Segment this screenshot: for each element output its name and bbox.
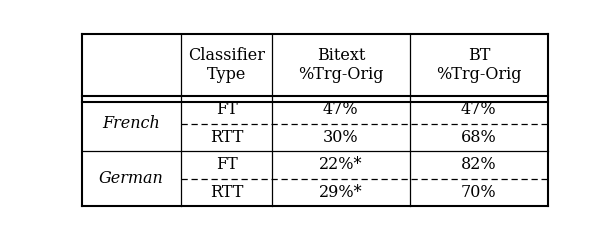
Text: 82%: 82%: [461, 156, 497, 174]
Text: 47%: 47%: [323, 101, 359, 118]
Text: 22%*: 22%*: [319, 156, 363, 174]
Text: 70%: 70%: [461, 184, 497, 201]
Text: French: French: [103, 115, 160, 132]
Text: RTT: RTT: [210, 129, 243, 146]
Text: Bitext
%Trg-Orig: Bitext %Trg-Orig: [298, 47, 384, 83]
Text: 29%*: 29%*: [319, 184, 363, 201]
Text: FT: FT: [216, 101, 238, 118]
Text: 47%: 47%: [461, 101, 497, 118]
Text: 30%: 30%: [323, 129, 359, 146]
Text: German: German: [99, 170, 164, 187]
Text: 68%: 68%: [461, 129, 497, 146]
Text: Classifier
Type: Classifier Type: [188, 47, 265, 83]
Text: FT: FT: [216, 156, 238, 174]
Text: BT
%Trg-Orig: BT %Trg-Orig: [436, 47, 522, 83]
Text: RTT: RTT: [210, 184, 243, 201]
